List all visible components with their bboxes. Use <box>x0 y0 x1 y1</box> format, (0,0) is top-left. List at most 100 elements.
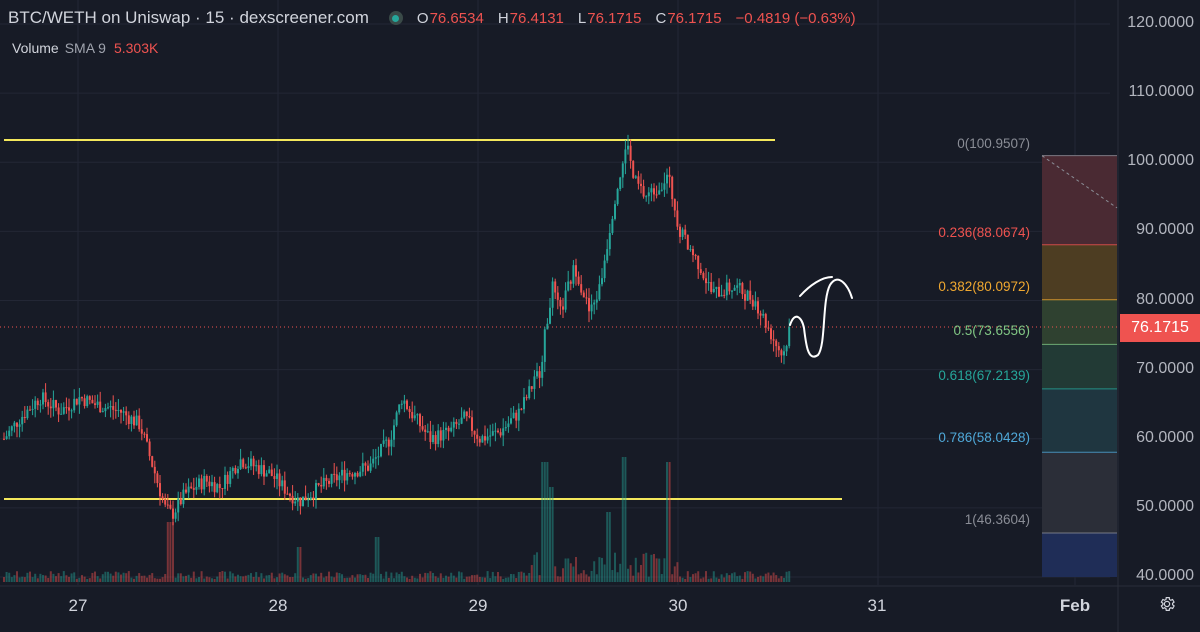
gear-icon[interactable] <box>1158 595 1176 613</box>
volume-bar <box>460 572 463 582</box>
candle-body <box>73 398 76 411</box>
candle-body <box>543 329 546 362</box>
volume-bar <box>174 577 177 582</box>
candle-body <box>767 327 770 329</box>
volume-bar <box>302 577 304 582</box>
volume-bar <box>429 571 432 582</box>
candle-body <box>712 288 715 293</box>
candle-body <box>26 409 29 419</box>
volume-bar <box>237 574 239 582</box>
fib-zone <box>1042 452 1117 534</box>
candle-body <box>213 482 216 493</box>
volume-bar <box>642 553 645 582</box>
candle-body <box>286 493 289 495</box>
candle-body <box>408 409 411 412</box>
candle-body <box>224 474 226 489</box>
candle-body <box>333 473 336 475</box>
volume-bar <box>569 563 572 582</box>
candle-body <box>179 498 182 505</box>
candle-body <box>770 328 772 340</box>
volume-bar <box>512 574 515 582</box>
volume-bar <box>104 571 107 582</box>
candle-body <box>242 459 245 468</box>
candle-body <box>510 418 512 424</box>
volume-bar <box>718 578 720 582</box>
volume-bar <box>694 573 697 582</box>
candle-body <box>317 483 320 485</box>
candle-body <box>720 294 723 297</box>
fib-zone <box>1042 244 1117 300</box>
volume-bar <box>733 572 736 582</box>
candle-body <box>733 287 736 291</box>
volume-label[interactable]: Volume <box>12 40 59 56</box>
volume-bar <box>772 572 775 582</box>
candle-body <box>47 402 50 407</box>
volume-bar <box>276 577 278 582</box>
candle-body <box>645 196 648 198</box>
volume-bar <box>10 577 13 582</box>
candle-body <box>367 465 369 471</box>
candle-body <box>432 435 434 443</box>
candle-body <box>421 426 424 430</box>
volume-bar <box>86 578 89 582</box>
candle-body <box>655 194 658 196</box>
candle-body <box>322 477 325 487</box>
candle-body <box>642 186 645 197</box>
candle-body <box>429 431 432 443</box>
candle-body <box>507 423 510 428</box>
volume-bar <box>759 575 762 582</box>
volume-bar <box>543 462 546 582</box>
candle-body <box>658 190 661 195</box>
volume-bar <box>437 577 440 582</box>
candle-body <box>156 473 159 484</box>
candle-body <box>497 430 499 433</box>
ohlc-close: C76.1715 <box>655 9 722 27</box>
candle-body <box>393 425 395 440</box>
volume-bar <box>510 573 512 582</box>
volume-bar <box>382 578 385 582</box>
candle-body <box>445 427 447 430</box>
candle-body <box>439 430 442 441</box>
candle-body <box>395 412 398 426</box>
candle-body <box>606 249 609 261</box>
candle-body <box>788 327 791 347</box>
volume-bar <box>83 576 86 582</box>
symbol-title[interactable]: BTC/WETH on Uniswap · 15 · dexscreener.c… <box>8 8 369 27</box>
candle-body <box>307 499 310 501</box>
candle-body <box>174 512 177 519</box>
volume-bar <box>445 575 447 582</box>
candle-body <box>68 407 70 411</box>
candle-body <box>754 301 757 307</box>
candle-body <box>707 282 710 284</box>
candle-body <box>785 346 788 352</box>
candle-body <box>247 466 250 469</box>
candle-body <box>187 486 190 493</box>
last-price-badge: 76.1715 <box>1120 314 1200 342</box>
candle-body <box>164 499 167 505</box>
candle-body <box>580 284 583 293</box>
volume-bar <box>348 577 351 582</box>
candle-body <box>75 398 78 405</box>
ohlc-high: H76.4131 <box>497 9 564 27</box>
candle-body <box>200 478 203 490</box>
volume-bar <box>528 572 531 582</box>
candle-body <box>759 313 762 316</box>
volume-bar <box>172 522 174 582</box>
volume-bar <box>476 574 479 582</box>
candle-body <box>699 269 702 274</box>
volume-bar <box>205 576 208 582</box>
volume-bar <box>192 571 195 582</box>
volume-bar <box>413 577 416 582</box>
volume-bar <box>572 566 575 582</box>
volume-bar <box>627 568 629 582</box>
volume-bar <box>211 578 213 582</box>
candle-body <box>523 397 525 410</box>
chart-legend: BTC/WETH on Uniswap · 15 · dexscreener.c… <box>8 8 864 28</box>
volume-bar <box>356 574 359 582</box>
candle-body <box>104 407 107 412</box>
candle-body <box>731 290 733 292</box>
volume-bar <box>122 572 125 582</box>
volume-bar <box>216 576 219 582</box>
volume-bar <box>62 571 65 582</box>
